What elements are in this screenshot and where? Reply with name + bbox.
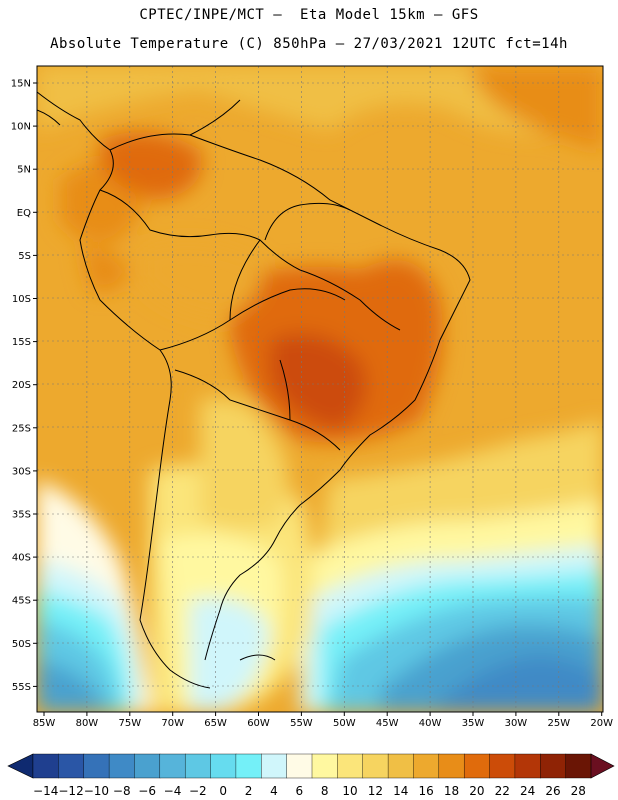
colorbar-label: −8 <box>113 784 131 798</box>
colorbar-swatch <box>83 753 110 779</box>
colorbar-swatch <box>108 753 135 779</box>
lon-label: 85W <box>33 718 56 729</box>
colorbar-label: 6 <box>295 784 303 798</box>
colorbar-swatch <box>32 753 59 779</box>
colorbar-label: 28 <box>571 784 586 798</box>
temperature-field <box>37 66 603 712</box>
colorbar-label: 24 <box>520 784 535 798</box>
lon-label: 45W <box>376 718 399 729</box>
colorbar-label: −10 <box>84 784 109 798</box>
colorbar-swatch <box>286 753 313 779</box>
colorbar-label: 26 <box>545 784 560 798</box>
chart-subtitle: Absolute Temperature (C) 850hPa – 27/03/… <box>50 36 568 52</box>
colorbar-label: −14 <box>33 784 58 798</box>
colorbar-swatch <box>514 753 541 779</box>
lat-label: 55S <box>12 682 31 693</box>
lat-label: 45S <box>12 596 31 607</box>
colorbar-label: −4 <box>164 784 182 798</box>
colorbar-label: −6 <box>138 784 156 798</box>
colorbar-swatch <box>58 753 85 779</box>
lat-label: 10S <box>12 294 31 305</box>
colorbar-label: 20 <box>469 784 484 798</box>
lon-label: 75W <box>118 718 141 729</box>
colorbar-swatch <box>235 753 262 779</box>
colorbar-swatch <box>210 753 237 779</box>
colorbar-arrow-right <box>590 753 615 779</box>
lat-label: 5N <box>17 165 31 176</box>
colorbar-label: 22 <box>495 784 510 798</box>
colorbar-label: 10 <box>342 784 357 798</box>
colorbar-label: 2 <box>245 784 253 798</box>
lat-label: 25S <box>12 423 31 434</box>
colorbar-label: 0 <box>219 784 227 798</box>
colorbar-swatch <box>565 753 592 779</box>
colorbar-swatch <box>311 753 338 779</box>
lat-label: 20S <box>12 380 31 391</box>
colorbar-label: 4 <box>270 784 278 798</box>
colorbar <box>7 753 615 779</box>
lat-label: 40S <box>12 553 31 564</box>
lat-label: 5S <box>18 251 31 262</box>
lon-label: 40W <box>419 718 442 729</box>
lon-label: 70W <box>161 718 184 729</box>
colorbar-label: −12 <box>58 784 83 798</box>
colorbar-swatch <box>337 753 364 779</box>
lat-label: 30S <box>12 466 31 477</box>
lon-label: 65W <box>204 718 227 729</box>
colorbar-label: 16 <box>418 784 433 798</box>
grid-lines <box>37 66 603 712</box>
longitude-labels: 85W 80W 75W 70W 65W 60W 55W 50W 45W 40W 35W 30W 25W 2… <box>33 712 613 729</box>
colorbar-swatch <box>438 753 465 779</box>
lon-label: 20W <box>590 718 613 729</box>
colorbar-label: 8 <box>321 784 329 798</box>
lat-label: 35S <box>12 510 31 521</box>
colorbar-swatch <box>261 753 288 779</box>
lat-label: 10N <box>11 122 31 133</box>
lat-label: 15N <box>11 79 31 90</box>
colorbar-swatch <box>489 753 516 779</box>
colorbar-arrow-left <box>7 753 34 779</box>
lat-label: EQ <box>17 208 31 219</box>
colorbar-labels: −14 −12 −10 −8 −6 −4 −2 0 2 4 6 8 10 12 14 16 18 20 22 24 26… <box>33 784 586 798</box>
colorbar-label: 18 <box>444 784 459 798</box>
colorbar-label: 12 <box>368 784 383 798</box>
lat-label: 50S <box>12 639 31 650</box>
colorbar-swatch <box>362 753 389 779</box>
latitude-labels: 15N 10N 5N EQ 5S 10S 15S 20S 25S 30S 35S 40S 45S 50S 5… <box>11 79 37 693</box>
coastlines <box>37 91 471 689</box>
lon-label: 30W <box>505 718 528 729</box>
plot-frame <box>36 65 604 713</box>
lon-label: 60W <box>247 718 270 729</box>
colorbar-label: 14 <box>393 784 408 798</box>
colorbar-swatch <box>413 753 440 779</box>
lon-label: 25W <box>547 718 570 729</box>
colorbar-swatch <box>134 753 161 779</box>
lon-label: 55W <box>290 718 313 729</box>
colorbar-swatch <box>540 753 567 779</box>
chart-title: CPTEC/INPE/MCT – Eta Model 15km – GFS <box>139 7 479 23</box>
colorbar-label: −2 <box>189 784 207 798</box>
lat-label: 15S <box>12 337 31 348</box>
lon-label: 80W <box>76 718 99 729</box>
lon-label: 50W <box>333 718 356 729</box>
colorbar-swatch <box>463 753 491 779</box>
colorbar-swatch <box>387 753 414 779</box>
colorbar-swatch <box>159 753 186 779</box>
lon-label: 35W <box>462 718 485 729</box>
colorbar-swatch <box>184 753 212 779</box>
